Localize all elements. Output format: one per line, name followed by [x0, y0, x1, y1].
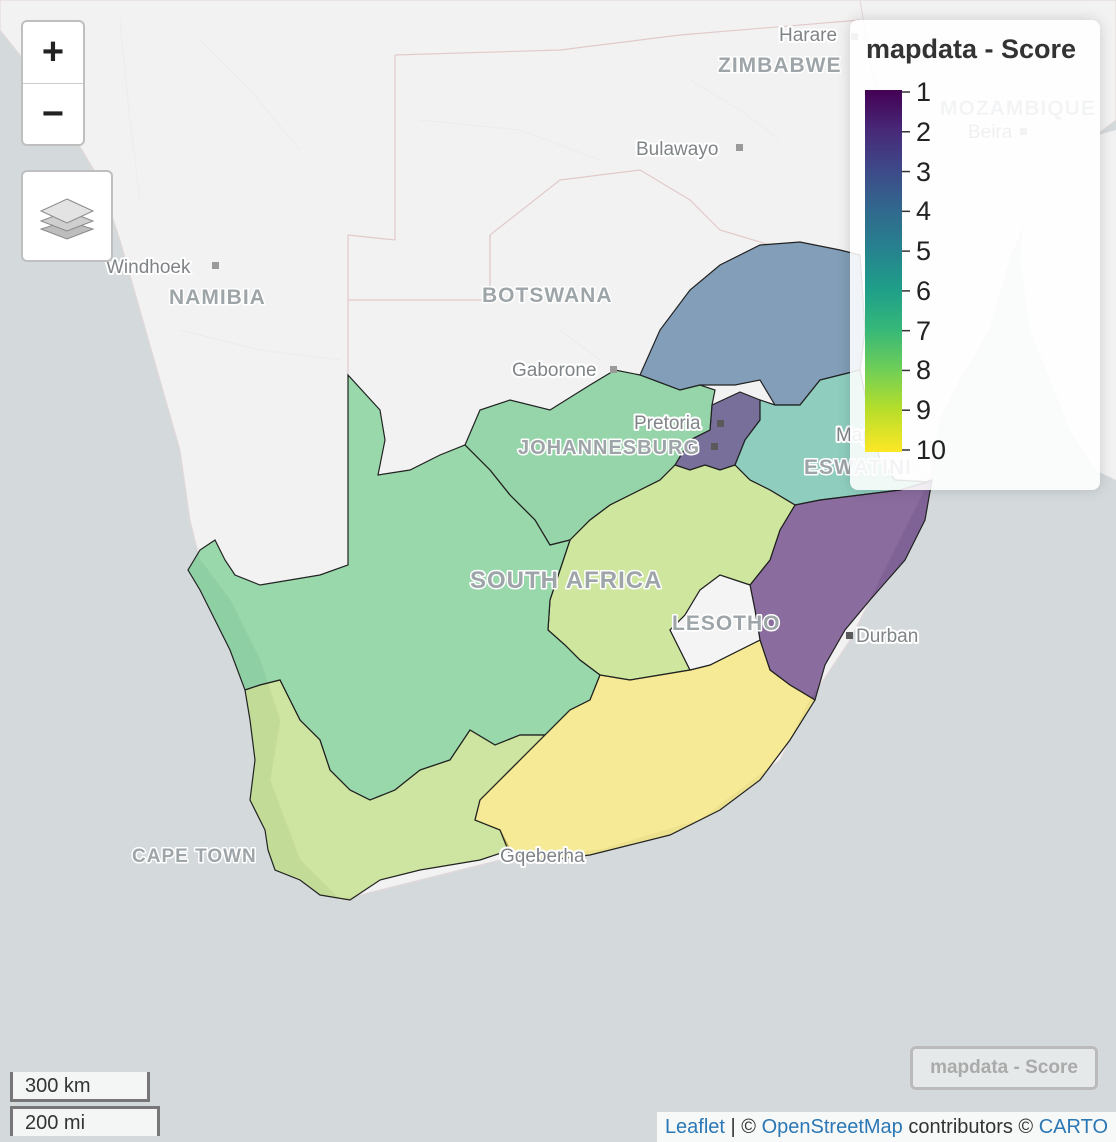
- country-borders: [347, 19, 861, 375]
- city-marker-bulawayo: [736, 144, 743, 151]
- legend-label: 10: [916, 435, 947, 465]
- label-namibia: NAMIBIA: [169, 286, 266, 309]
- label-lesotho: LESOTHO: [672, 612, 781, 635]
- label-south-africa: SOUTH AFRICA: [470, 567, 662, 594]
- zoom-in-button[interactable]: +: [41, 31, 65, 73]
- osm-link[interactable]: OpenStreetMap: [761, 1116, 903, 1138]
- attribution-sep: | ©: [725, 1116, 762, 1138]
- label-zimbabwe: ZIMBABWE: [718, 54, 841, 77]
- label-cape-town: CAPE TOWN: [132, 846, 257, 867]
- legend-title: mapdata - Score: [866, 34, 1077, 64]
- legend-label: 1: [916, 77, 932, 107]
- city-marker-durban: [846, 632, 853, 639]
- label-durban: Durban: [856, 626, 918, 647]
- label-windhoek: Windhoek: [106, 257, 191, 278]
- label-botswana: BOTSWANA: [482, 284, 613, 307]
- legend-label: 7: [916, 315, 932, 346]
- label-gaborone: Gaborone: [512, 360, 597, 381]
- admin-borders: [119, 19, 781, 361]
- legend-ticks: [902, 91, 910, 451]
- legend-label: 5: [916, 236, 932, 267]
- legend-label: 4: [916, 196, 932, 227]
- legend-label: 6: [916, 275, 932, 306]
- provinces-layer: [187, 241, 933, 901]
- attribution: Leaflet | © OpenStreetMap contributors ©…: [656, 1112, 1116, 1142]
- label-johannesburg: JOHANNESBURG: [518, 437, 700, 459]
- scale-bar-mi: 200 mi: [10, 1106, 160, 1136]
- layers-icon: [39, 198, 95, 240]
- province-eastern-cape[interactable]: [474, 639, 816, 861]
- legend-color-bar: [865, 90, 902, 452]
- label-gqeberha: Gqeberha: [500, 846, 585, 867]
- label-bulawayo: Bulawayo: [636, 139, 718, 160]
- zoom-control: + −: [21, 20, 85, 146]
- carto-link[interactable]: CARTO: [1038, 1116, 1108, 1138]
- label-pretoria: Pretoria: [634, 413, 701, 434]
- scale-bar-km: 300 km: [10, 1072, 150, 1102]
- leaflet-link[interactable]: Leaflet: [664, 1116, 725, 1138]
- lesotho: [669, 574, 761, 671]
- label-harare: Harare: [779, 25, 837, 46]
- legend-label: 9: [916, 395, 932, 426]
- legend-label: 2: [916, 116, 932, 147]
- attribution-contrib: contributors ©: [902, 1116, 1039, 1138]
- legend-label: 8: [916, 355, 932, 386]
- city-marker-johannesburg: [711, 443, 718, 450]
- zoom-out-button[interactable]: −: [23, 83, 83, 145]
- legend-panel: mapdata - Score 1 2 3 4 5 6 7 8 9 10: [850, 20, 1100, 490]
- legend-label: 3: [916, 156, 932, 187]
- city-marker-gaborone: [610, 366, 617, 373]
- layer-toggle-button[interactable]: mapdata - Score: [910, 1046, 1098, 1090]
- city-marker-pretoria: [717, 420, 724, 427]
- city-marker-windhoek: [212, 262, 219, 269]
- layers-button[interactable]: [21, 170, 113, 262]
